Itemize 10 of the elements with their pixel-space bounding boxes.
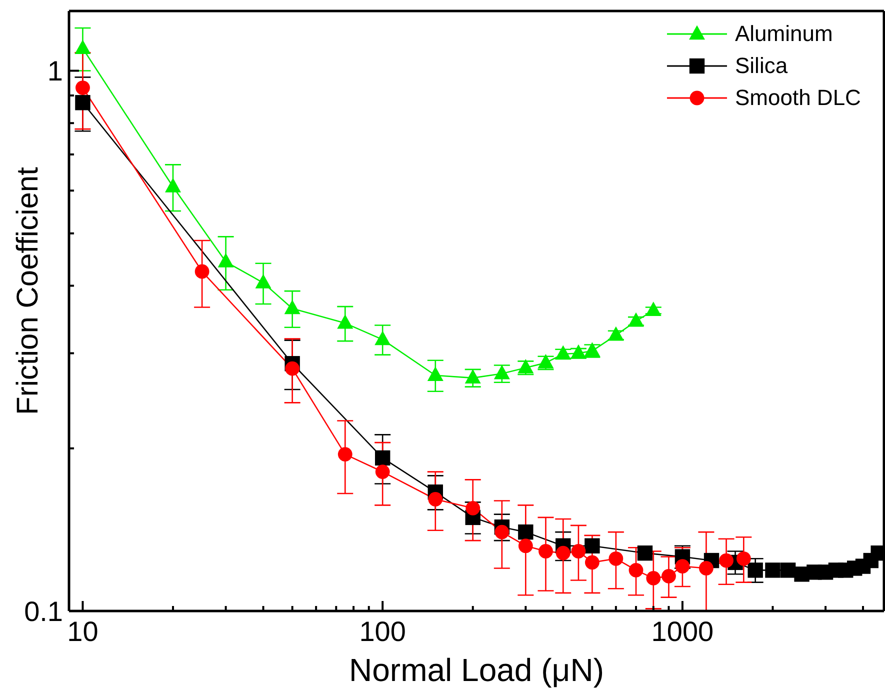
x-tick-label: 1000	[651, 616, 714, 647]
y-tick-label: 0.1	[24, 596, 63, 627]
y-axis-title: Friction Coefficient	[12, 166, 44, 415]
x-tick-label: 10	[67, 616, 98, 647]
legend-label: Aluminum	[735, 20, 833, 48]
x-axis-title: Normal Load (μN)	[349, 652, 604, 688]
legend-label: Silica	[735, 52, 788, 80]
legend-label: Smooth DLC	[735, 84, 861, 112]
x-tick-label: 100	[359, 616, 406, 647]
y-tick-label: 1	[47, 56, 63, 87]
